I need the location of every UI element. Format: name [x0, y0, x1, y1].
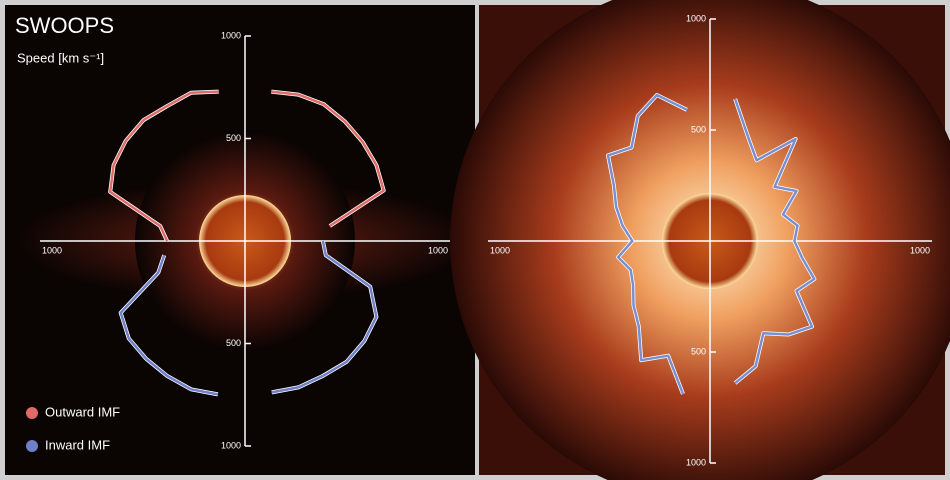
tick-label: 1000 — [42, 245, 62, 255]
tick-label: 500 — [226, 133, 241, 143]
series-line — [108, 90, 385, 242]
chart-title: SWOOPS — [15, 13, 114, 38]
tick-label: 500 — [691, 124, 706, 134]
series-line — [606, 93, 816, 395]
legend-swatch — [26, 407, 38, 419]
tick-label: 1000 — [686, 457, 706, 467]
tick-label: 1000 — [221, 30, 241, 40]
legend-swatch — [26, 440, 38, 452]
tick-label: 1000 — [221, 440, 241, 450]
tick-label: 500 — [691, 346, 706, 356]
series-line — [119, 240, 378, 396]
tick-label: 1000 — [686, 13, 706, 23]
chart-subtitle: Speed [km s⁻¹] — [17, 50, 104, 65]
legend-label: Inward IMF — [45, 437, 110, 452]
tick-label: 1000 — [910, 245, 930, 255]
tick-label: 1000 — [490, 245, 510, 255]
legend-label: Outward IMF — [45, 404, 120, 419]
tick-label: 500 — [226, 338, 241, 348]
tick-label: 1000 — [428, 245, 448, 255]
